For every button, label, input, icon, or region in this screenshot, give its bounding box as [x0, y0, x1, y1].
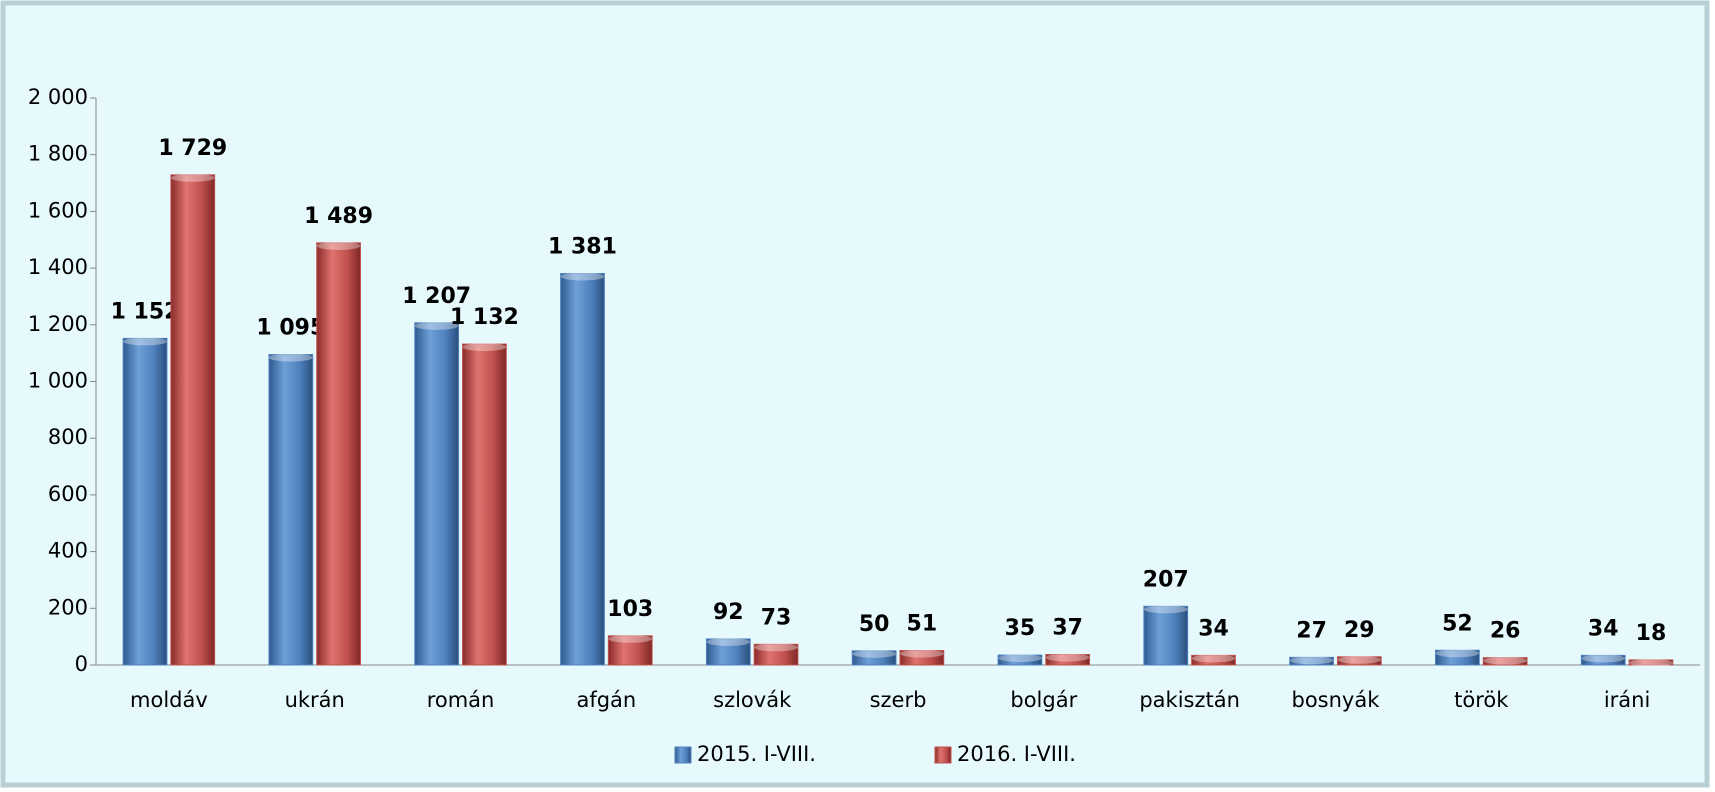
bar: [414, 322, 460, 666]
bar-cap: [1143, 605, 1188, 614]
value-label: 73: [761, 605, 792, 630]
value-label: 34: [1588, 616, 1619, 641]
y-tick-label: 1 600: [28, 198, 88, 222]
bar-cap: [900, 649, 944, 658]
bar-cap: [998, 654, 1042, 663]
y-tick-label: 1 000: [28, 369, 88, 393]
value-label: 92: [713, 600, 744, 625]
bar: [753, 643, 799, 666]
bar-cap: [170, 173, 215, 182]
bar: [462, 343, 507, 666]
y-tick-label: 400: [48, 539, 88, 563]
value-label: 18: [1636, 621, 1667, 646]
bar: [997, 654, 1043, 666]
bar-cap: [560, 272, 605, 281]
value-label: 26: [1490, 619, 1521, 644]
bar: [122, 337, 168, 666]
y-tick-label: 0: [75, 652, 88, 676]
value-label: 51: [907, 612, 938, 637]
bar: [1482, 657, 1528, 666]
bar: [170, 174, 216, 666]
bar: [899, 650, 945, 666]
legend-swatch: [674, 746, 692, 764]
value-label: 1 095: [256, 316, 325, 341]
bar-cap: [1191, 654, 1236, 663]
legend-label: 2016. I-VIII.: [957, 742, 1076, 766]
bar: [1289, 656, 1334, 666]
bar: [1336, 656, 1382, 666]
value-label: 34: [1198, 616, 1229, 641]
bar: [560, 272, 605, 666]
value-label: 1 729: [158, 136, 227, 161]
legend-label: 2015. I-VIII.: [697, 742, 816, 766]
bar-cap: [1337, 655, 1382, 664]
y-tick-label: 1 400: [28, 255, 88, 279]
value-label: 1 132: [450, 305, 519, 330]
bar: [268, 354, 314, 666]
value-label: 1 381: [548, 234, 617, 259]
value-label: 1 489: [304, 204, 373, 229]
x-tick-label: szlovák: [713, 688, 792, 712]
value-label: 1 207: [402, 284, 471, 309]
bar-cap: [316, 241, 361, 250]
bar-cap: [852, 649, 896, 658]
bar: [705, 638, 751, 666]
x-tick-label: bosnyák: [1292, 688, 1381, 712]
bar-cap: [608, 634, 653, 643]
bar: [1045, 654, 1091, 666]
x-tick-label: afgán: [576, 688, 636, 712]
bar: [1191, 654, 1236, 666]
x-tick-label: török: [1454, 688, 1509, 712]
bar: [1580, 654, 1626, 666]
value-label: 207: [1143, 567, 1189, 592]
value-label: 29: [1344, 618, 1375, 643]
bar-cap: [1045, 653, 1090, 662]
bar: [1143, 605, 1189, 666]
bar-cap: [123, 337, 167, 346]
value-label: 35: [1005, 616, 1036, 641]
bar-cap: [754, 643, 798, 652]
x-tick-label: bolgár: [1010, 688, 1077, 712]
y-tick-label: 800: [48, 425, 88, 449]
x-tick-label: moldáv: [130, 688, 208, 712]
x-tick-label: szerb: [870, 688, 927, 712]
y-tick-label: 1 200: [28, 312, 88, 336]
bar-cap: [1289, 656, 1334, 665]
legend-swatch: [934, 746, 952, 764]
bar-cap: [706, 637, 751, 646]
bar: [851, 650, 897, 666]
bar-cap: [1435, 649, 1480, 658]
value-label: 27: [1296, 618, 1327, 643]
value-label: 1 152: [111, 299, 180, 324]
bar-cap: [1581, 654, 1626, 663]
x-tick-label: iráni: [1604, 688, 1650, 712]
y-tick-label: 2 000: [28, 85, 88, 109]
x-tick-label: ukrán: [285, 688, 345, 712]
bar-cap: [268, 353, 313, 362]
bar: [607, 635, 653, 666]
value-label: 103: [607, 597, 653, 622]
value-label: 50: [859, 612, 890, 637]
x-tick-label: pakisztán: [1139, 688, 1240, 712]
x-tick-label: román: [427, 688, 495, 712]
bar: [316, 242, 361, 666]
value-label: 52: [1442, 611, 1473, 636]
bar: [1628, 659, 1674, 666]
y-tick-label: 1 800: [28, 142, 88, 166]
y-tick-label: 200: [48, 595, 88, 619]
bar: [1435, 649, 1480, 666]
value-label: 37: [1052, 616, 1083, 641]
y-tick-label: 600: [48, 482, 88, 506]
bar-cap: [414, 321, 459, 330]
bar-cap: [1483, 656, 1528, 665]
bar-cap: [1629, 658, 1673, 667]
bar-cap: [462, 343, 507, 352]
